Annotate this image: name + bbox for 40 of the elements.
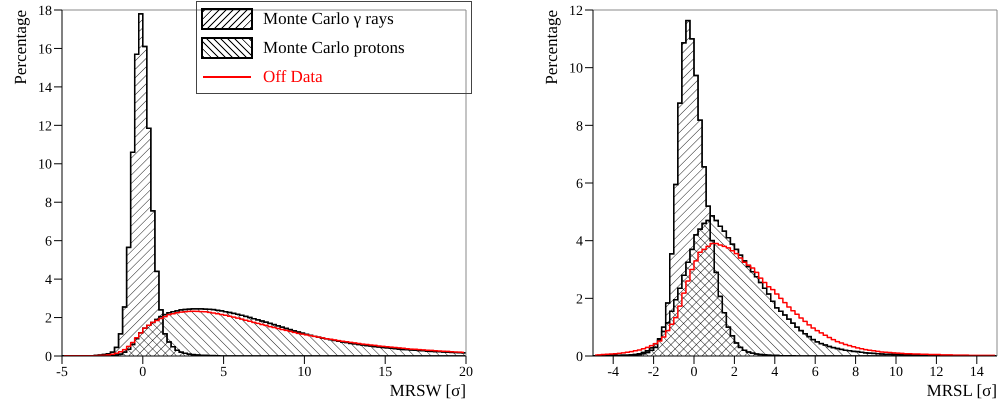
y-tick-label: 10: [569, 62, 583, 77]
x-tick-label: 8: [852, 364, 860, 380]
x-tick-label: 5: [220, 364, 228, 380]
y-tick-label: 0: [576, 350, 583, 365]
y-tick-label: 6: [576, 176, 583, 192]
x-tick-label: 15: [378, 364, 392, 380]
legend-label: Monte Carlo γ rays: [263, 8, 394, 28]
x-tick-label: 6: [812, 364, 819, 380]
x-tick-label: -4: [607, 364, 620, 380]
x-tick-label: 14: [970, 364, 984, 380]
x-tick-label: -5: [56, 364, 68, 380]
y-tick-label: 4: [576, 234, 583, 250]
x-tick-label: 0: [690, 364, 698, 380]
y-tick-label: 14: [38, 80, 52, 96]
y-tick-label: 2: [576, 292, 583, 308]
y-tick-label: 10: [38, 158, 52, 173]
x-axis-title: MRSW [σ]: [390, 381, 466, 400]
y-tick-label: 16: [38, 42, 52, 58]
y-tick-label: 18: [38, 4, 52, 19]
y-tick-label: 8: [45, 196, 52, 212]
x-axis-title: MRSL [σ]: [926, 381, 997, 400]
x-tick-label: 20: [459, 364, 473, 380]
x-tick-label: 4: [771, 364, 778, 380]
x-tick-label: 12: [929, 364, 944, 380]
y-axis-title: Percentage: [542, 10, 561, 85]
y-tick-label: 12: [38, 119, 52, 134]
x-tick-label: 2: [730, 364, 738, 380]
x-tick-label: 10: [297, 364, 312, 380]
legend-label: Monte Carlo protons: [263, 38, 405, 58]
y-tick-label: 8: [576, 119, 583, 134]
x-tick-label: -2: [648, 364, 660, 380]
x-tick-label: 0: [139, 364, 146, 380]
y-tick-label: 2: [45, 312, 52, 327]
y-tick-label: 0: [45, 350, 52, 365]
y-axis-title: Percentage: [11, 10, 30, 85]
y-tick-label: 4: [45, 273, 52, 288]
y-tick-label: 6: [45, 234, 52, 250]
y-tick-label: 12: [569, 4, 583, 19]
legend-label: Off Data: [263, 66, 323, 86]
x-tick-label: 10: [889, 364, 903, 380]
